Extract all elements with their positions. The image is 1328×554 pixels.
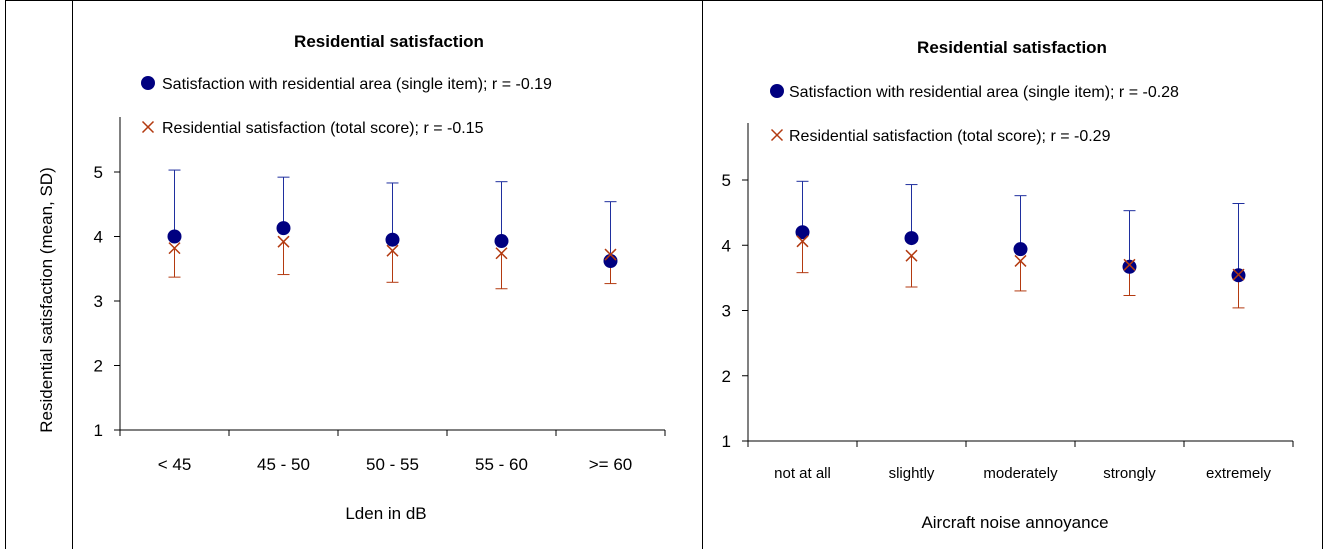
chart-1-ylabel: Residential satisfaction (mean, SD) xyxy=(37,167,56,433)
data-point-circle xyxy=(795,225,810,240)
x-tick-label: strongly xyxy=(1103,465,1156,482)
data-point-circle xyxy=(276,221,291,236)
data-point-x xyxy=(495,247,508,260)
y-tick-label: 4 xyxy=(94,228,103,247)
chart-1: 1 2 3 4 5 < 45 45 - 50 50 - 55 55 - 60 >= 60 xyxy=(94,76,666,474)
data-point-x xyxy=(386,244,399,257)
y-tick-label: 3 xyxy=(722,302,731,321)
x-tick-label: >= 60 xyxy=(589,455,633,474)
x-tick-label: extremely xyxy=(1206,465,1272,482)
data-point-circle xyxy=(1013,242,1028,257)
legend-x-marker xyxy=(141,120,155,134)
chart-1-legend-circle-label: Satisfaction with residential area (sing… xyxy=(162,76,552,93)
x-tick-label: 45 - 50 xyxy=(257,455,310,474)
data-point-circle xyxy=(494,234,509,249)
x-tick-label: 55 - 60 xyxy=(475,455,528,474)
chart-2-title: Residential satisfaction xyxy=(917,38,1107,57)
x-tick-label: moderately xyxy=(983,465,1058,482)
data-point-circle xyxy=(603,254,618,269)
y-tick-label: 4 xyxy=(722,236,731,255)
chart-1-legend-x-label: Residential satisfaction (total score); … xyxy=(162,120,484,137)
y-tick-label: 2 xyxy=(722,367,731,386)
data-point-circle xyxy=(385,232,400,247)
y-tick-label: 5 xyxy=(94,163,103,182)
y-tick-label: 5 xyxy=(722,171,731,190)
chart-1-title: Residential satisfaction xyxy=(294,32,484,51)
x-tick-label: not at all xyxy=(774,465,831,482)
legend-x-marker xyxy=(770,128,784,142)
x-tick-label: 50 - 55 xyxy=(366,455,419,474)
data-point-x xyxy=(1123,258,1136,271)
y-tick-label: 3 xyxy=(94,292,103,311)
data-point-x xyxy=(1014,254,1027,267)
chart-2-legend-circle-label: Satisfaction with residential area (sing… xyxy=(789,84,1179,101)
y-tick-label: 1 xyxy=(722,432,731,451)
chart-2-legend-x-label: Residential satisfaction (total score); … xyxy=(789,128,1111,145)
chart-2: 1 2 3 4 5 not at all slightly moderately strongl… xyxy=(722,84,1294,482)
data-point-x xyxy=(277,235,290,248)
legend-circle-marker xyxy=(141,76,155,90)
x-tick-label: < 45 xyxy=(158,455,192,474)
data-point-x xyxy=(796,235,809,248)
data-point-circle xyxy=(167,229,182,244)
chart-marks: 1 2 3 4 5 < 45 45 - 50 50 - 55 55 - 60 >= 60 1 2 3 4 5… xyxy=(94,76,1294,482)
data-point-x xyxy=(905,249,918,262)
data-point-x xyxy=(1232,268,1245,281)
chart-2-xlabel: Aircraft noise annoyance xyxy=(921,513,1108,532)
legend-circle-marker xyxy=(770,84,784,98)
chart-1-xlabel: Lden in dB xyxy=(345,504,426,523)
x-tick-label: slightly xyxy=(889,465,935,482)
data-point-circle xyxy=(1122,259,1137,274)
y-tick-label: 1 xyxy=(94,421,103,440)
data-point-x xyxy=(168,242,181,255)
y-tick-label: 2 xyxy=(94,357,103,376)
data-point-x xyxy=(604,248,617,261)
data-point-circle xyxy=(904,231,919,246)
